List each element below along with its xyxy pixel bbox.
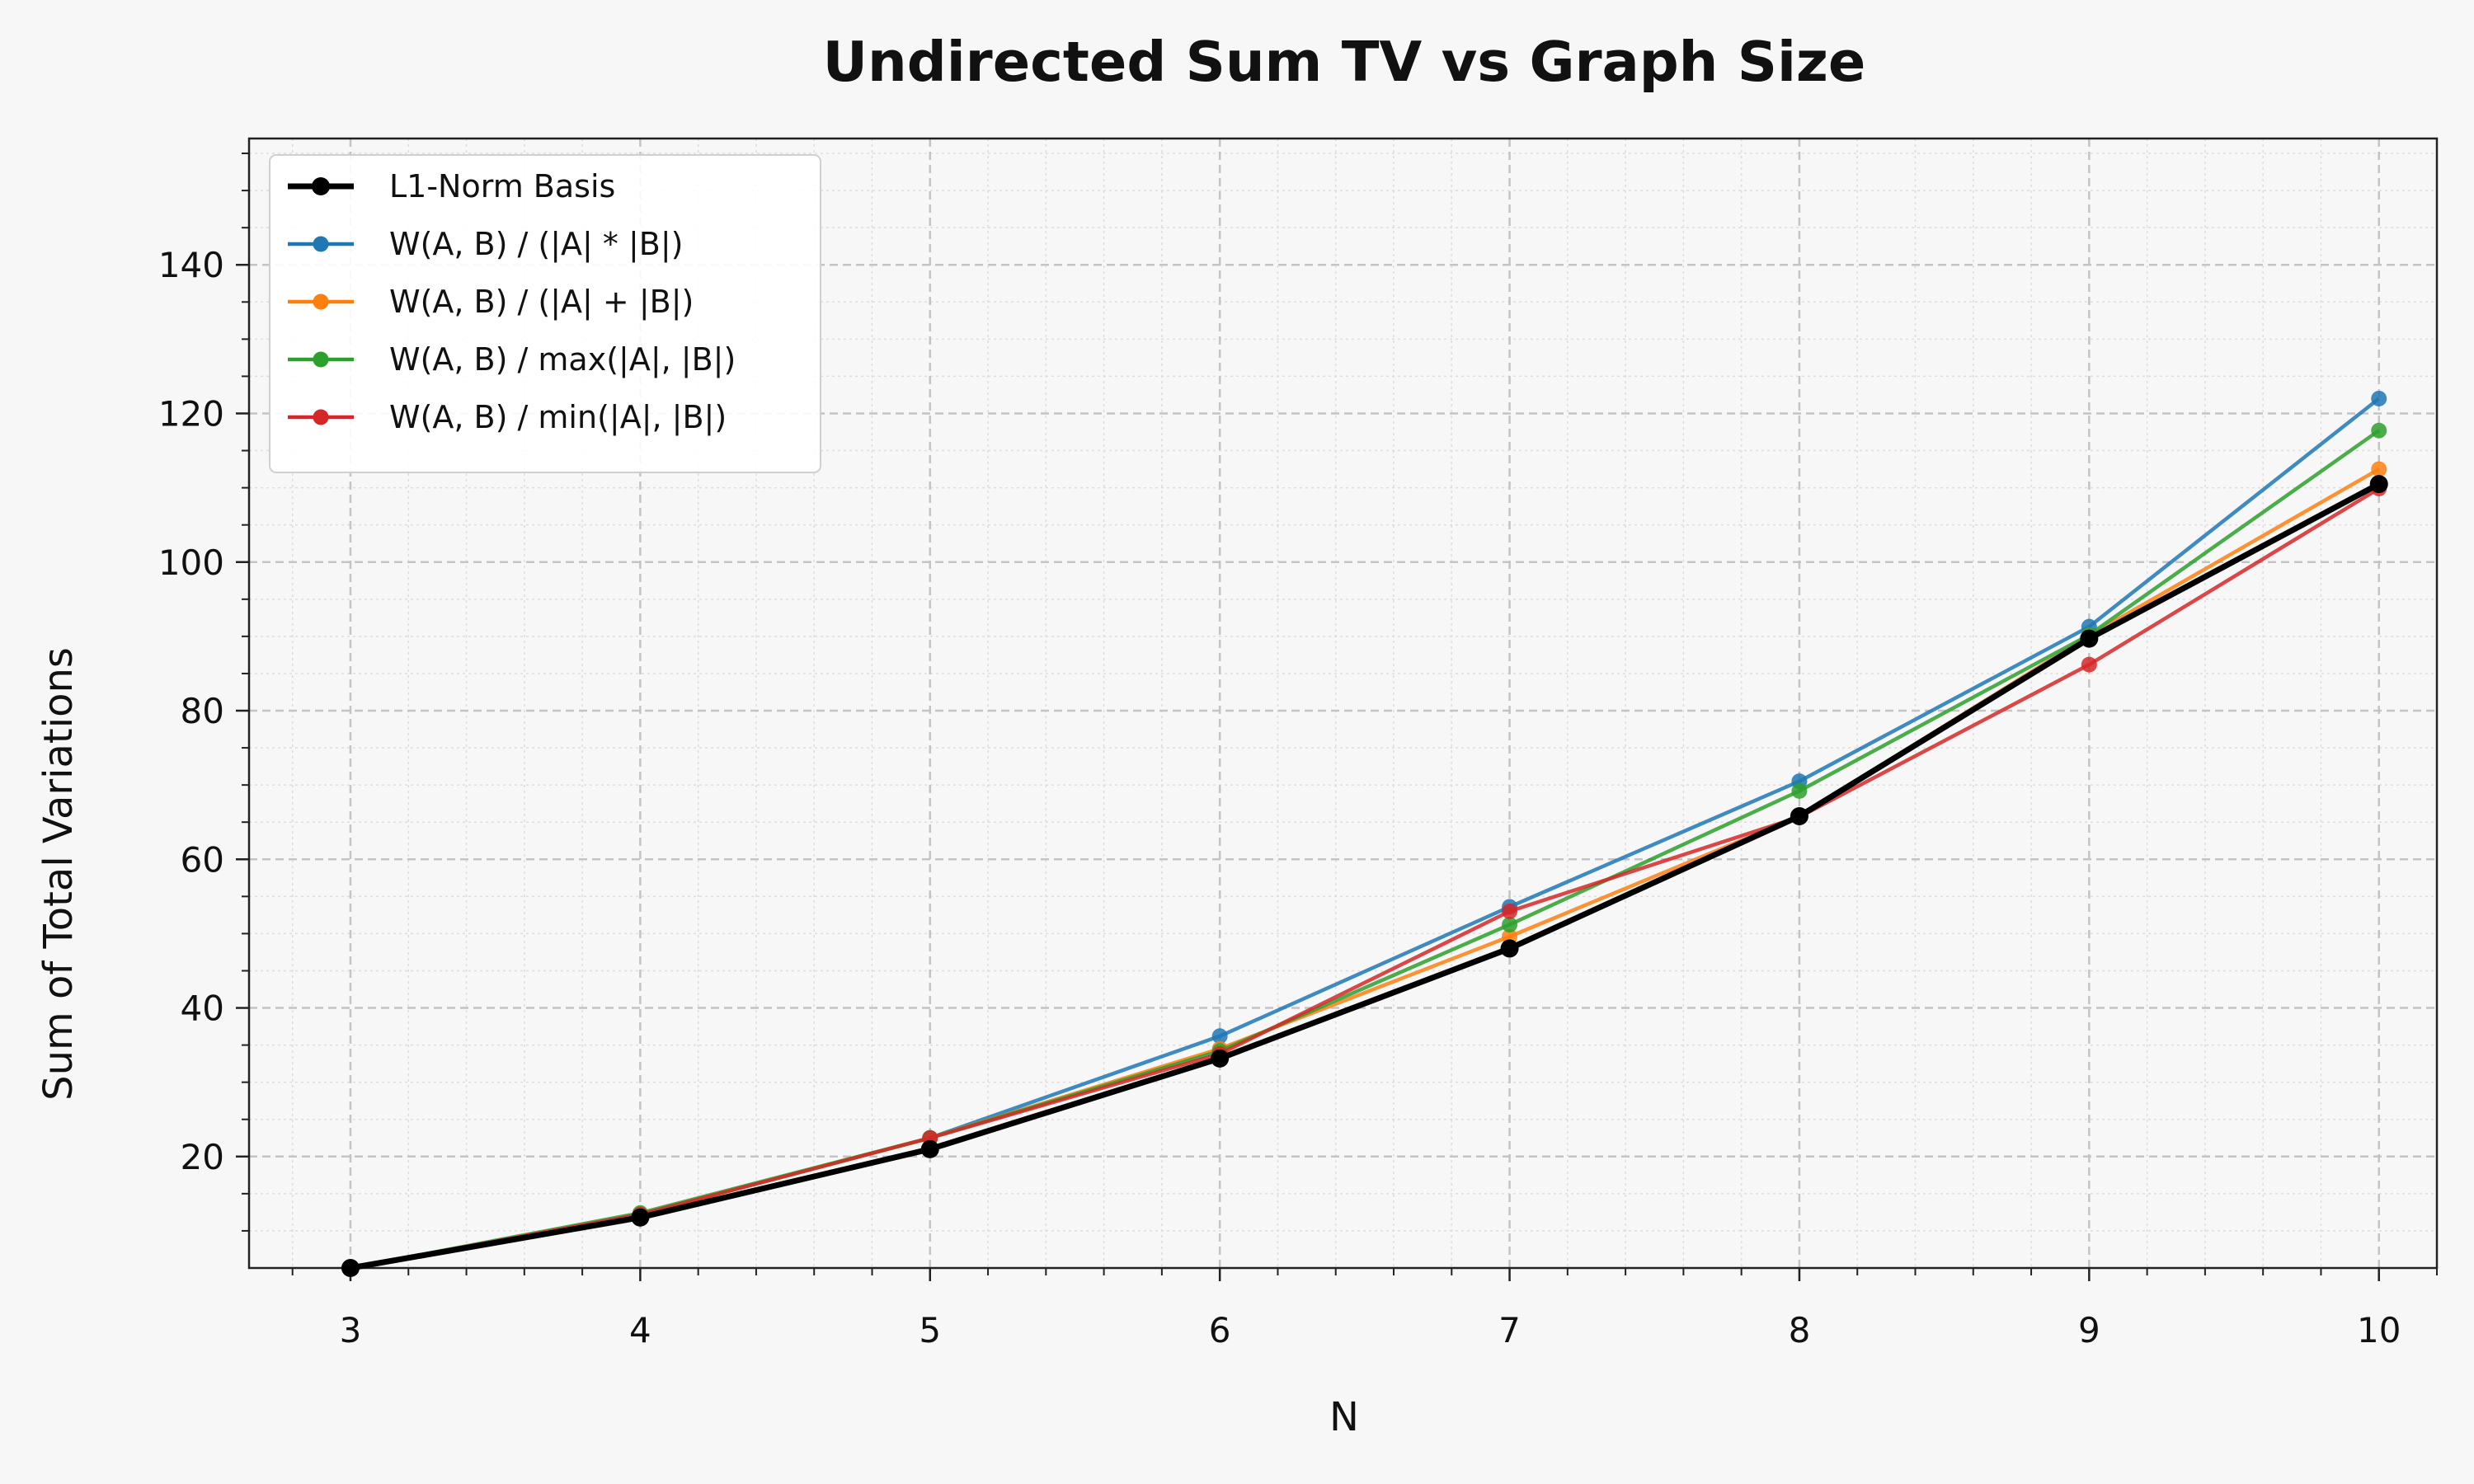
legend-swatch-marker xyxy=(312,177,330,195)
x-tick-label: 8 xyxy=(1789,1310,1811,1350)
x-tick-label: 5 xyxy=(919,1310,941,1350)
x-tick-label: 10 xyxy=(2357,1310,2401,1350)
data-point xyxy=(2371,390,2387,406)
series-line xyxy=(350,481,2381,1271)
x-tick-label: 7 xyxy=(1498,1310,1521,1350)
data-point xyxy=(2371,461,2387,477)
data-point xyxy=(1211,1028,1228,1045)
legend-swatch-marker xyxy=(313,294,329,310)
data-point xyxy=(2369,475,2388,494)
data-point xyxy=(1790,807,1808,825)
x-tick-label: 3 xyxy=(340,1310,362,1350)
plot-frame xyxy=(247,137,2439,1270)
x-axis-label: N xyxy=(1329,1394,1359,1440)
series-line xyxy=(350,486,2380,1270)
data-point xyxy=(920,1139,939,1158)
legend-box xyxy=(269,154,821,473)
y-tick-label: 80 xyxy=(181,691,224,731)
legend-label: W(A, B) / (|A| * |B|) xyxy=(389,226,684,263)
y-tick-label: 60 xyxy=(181,839,224,880)
legend-swatch-marker xyxy=(313,236,329,252)
legend-label: W(A, B) / min(|A|, |B|) xyxy=(389,399,727,436)
chart-title: Undirected Sum TV vs Graph Size xyxy=(823,30,1866,94)
legend-label: W(A, B) / max(|A|, |B|) xyxy=(389,341,736,378)
x-tick-label: 6 xyxy=(1209,1310,1231,1350)
y-tick-label: 100 xyxy=(158,542,224,583)
data-point xyxy=(631,1208,650,1227)
data-point xyxy=(2080,629,2099,648)
data-point xyxy=(1791,782,1808,799)
x-tick-label: 4 xyxy=(629,1310,651,1350)
x-tick-label: 9 xyxy=(2078,1310,2100,1350)
data-point xyxy=(1502,917,1518,933)
legend-label: W(A, B) / (|A| + |B|) xyxy=(389,284,694,321)
legend: L1-Norm Basis W(A, B) / (|A| * |B|) W(A, B… xyxy=(269,154,821,473)
y-axis-label: Sum of Total Variations xyxy=(35,647,82,1101)
data-point xyxy=(341,1259,360,1277)
data-point xyxy=(2371,422,2387,439)
y-tick-label: 40 xyxy=(181,989,224,1029)
plot-area: 3 4 5 6 7 8 9 10 20 40 60 80 100 120 140 xyxy=(158,137,2439,1350)
y-tick-label: 140 xyxy=(158,245,224,285)
data-point xyxy=(1500,939,1519,958)
legend-label: L1-Norm Basis xyxy=(389,168,615,204)
data-point xyxy=(1502,903,1518,919)
data-point xyxy=(1211,1049,1230,1068)
data-point xyxy=(2081,656,2097,673)
y-tick-label: 120 xyxy=(158,393,224,434)
legend-swatch-marker xyxy=(313,351,329,368)
y-tick-label: 20 xyxy=(181,1137,224,1177)
legend-swatch-marker xyxy=(313,409,329,425)
